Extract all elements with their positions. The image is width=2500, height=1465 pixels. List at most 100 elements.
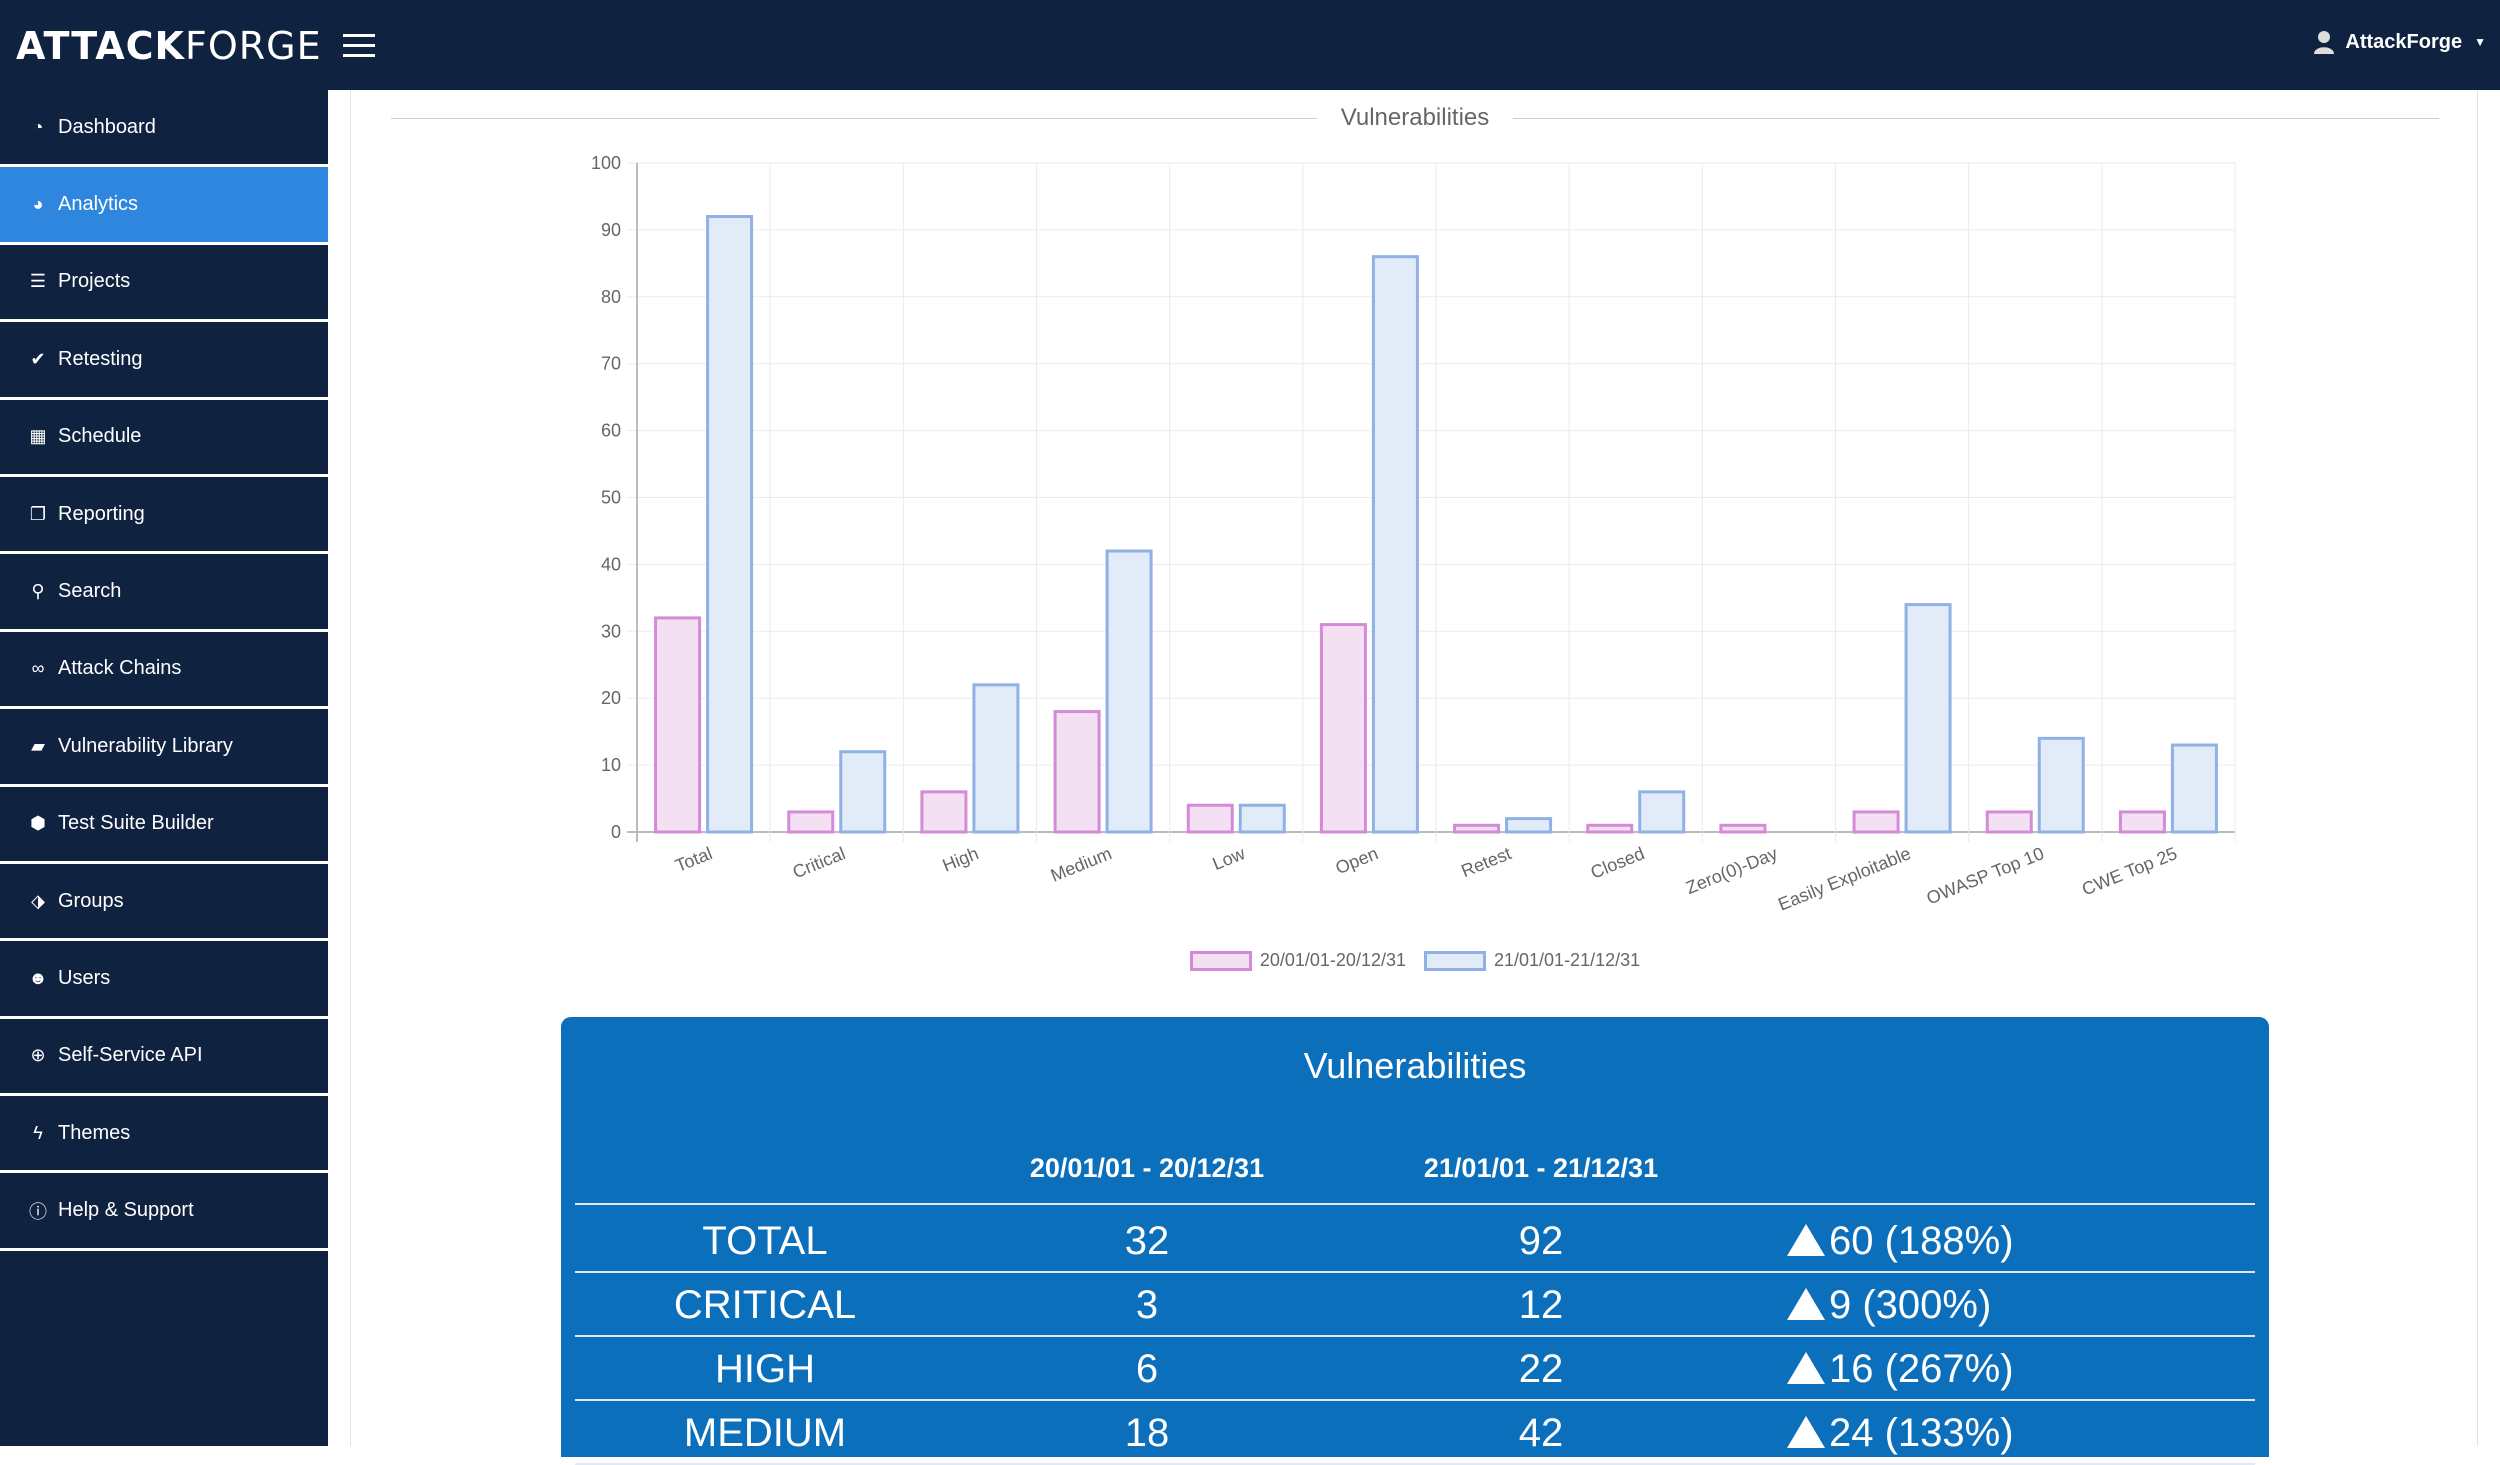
summary-row-prev-value: 18 xyxy=(1124,1411,1170,1455)
user-menu[interactable]: AttackForge ▼ xyxy=(2313,30,2486,54)
summary-row-rule xyxy=(575,1335,2255,1337)
sidebar-item-label: Help & Support xyxy=(58,1199,194,1222)
y-tick-label: 70 xyxy=(601,354,621,374)
bar-prev-closed[interactable] xyxy=(1586,823,1634,834)
bar-curr-cwe-top-25[interactable] xyxy=(2170,743,2218,834)
summary-row-delta: 24 (133%) xyxy=(1787,1411,2207,1456)
summary-row-delta: 16 (267%) xyxy=(1787,1347,2207,1392)
summary-panel: Vulnerabilities 20/01/01 - 20/12/31 21/0… xyxy=(561,1017,2269,1465)
summary-row-delta-value: 9 (300%) xyxy=(1829,1283,1992,1327)
x-tick-label: Open xyxy=(1333,843,1381,878)
sidebar-item-label: Retesting xyxy=(58,347,143,370)
sidebar-item-reporting[interactable]: ❐ Reporting xyxy=(0,477,328,555)
bar-prev-total[interactable] xyxy=(654,616,702,834)
summary-row-label: CRITICAL xyxy=(673,1283,857,1327)
sidebar-item-search[interactable]: ⚲ Search xyxy=(0,554,328,632)
bar-curr-low[interactable] xyxy=(1238,803,1286,834)
sidebar-item-label: Users xyxy=(58,966,111,989)
summary-row-curr-value: 92 xyxy=(1518,1219,1564,1263)
legend-item[interactable]: 20/01/01-20/12/31 xyxy=(1189,950,1406,971)
sidebar-item-label: Schedule xyxy=(58,425,142,448)
cube-icon: ⬢ xyxy=(30,813,46,834)
summary-title: Vulnerabilities xyxy=(1303,1045,1527,1086)
x-tick-label: High xyxy=(940,843,982,875)
search-icon: ⚲ xyxy=(31,581,45,602)
attackforge-logo[interactable]: ATTACKFORGE xyxy=(16,24,322,68)
summary-row-delta-value: 60 (188%) xyxy=(1829,1219,2014,1263)
bar-curr-retest[interactable] xyxy=(1505,817,1553,834)
summary-row-prev-value: 3 xyxy=(1135,1283,1159,1327)
summary-row-curr-value: 12 xyxy=(1518,1283,1564,1327)
dashboard-icon: ◔ xyxy=(32,116,44,137)
y-tick-label: 0 xyxy=(611,822,621,842)
summary-col-head-curr: 21/01/01 - 21/12/31 xyxy=(1423,1153,1659,1183)
sidebar-item-label: Dashboard xyxy=(58,115,156,138)
bar-curr-critical[interactable] xyxy=(839,750,887,834)
bar-prev-medium[interactable] xyxy=(1053,710,1101,834)
bar-prev-retest[interactable] xyxy=(1453,823,1501,834)
sidebar-item-attack-chains[interactable]: ∞ Attack Chains xyxy=(0,632,328,710)
summary-row-total: TOTAL 32 92 60 (188%) xyxy=(575,1211,2255,1273)
bar-curr-owasp-top-10[interactable] xyxy=(2037,736,2085,834)
legend-label: 21/01/01-21/12/31 xyxy=(1494,950,1641,970)
legend-swatch xyxy=(1424,950,1486,971)
legend-item[interactable]: 21/01/01-21/12/31 xyxy=(1424,950,1640,971)
increase-triangle-icon xyxy=(1787,1224,1825,1256)
bar-curr-closed[interactable] xyxy=(1638,790,1686,834)
summary-row-delta: 9 (300%) xyxy=(1787,1283,2207,1328)
chart-legend: 20/01/01-20/12/31 21/01/01-21/12/31 xyxy=(351,950,2479,971)
sidebar-item-projects[interactable]: ☰ Projects xyxy=(0,245,328,323)
bar-prev-easily-exploitable[interactable] xyxy=(1852,810,1900,834)
bar-curr-easily-exploitable[interactable] xyxy=(1904,603,1952,834)
hamburger-menu-icon[interactable] xyxy=(343,34,375,60)
bar-prev-high[interactable] xyxy=(920,790,968,834)
sidebar-item-label: Groups xyxy=(58,889,124,912)
y-tick-label: 10 xyxy=(601,755,621,775)
sidebar-item-vulnerability-library[interactable]: ▰ Vulnerability Library xyxy=(0,709,328,787)
sidebar-item-label: Vulnerability Library xyxy=(58,734,233,757)
sidebar-item-schedule[interactable]: ▦ Schedule xyxy=(0,400,328,477)
sidebar-item-test-suite-builder[interactable]: ⬢ Test Suite Builder xyxy=(0,787,328,864)
sidebar-item-groups[interactable]: ⬗ Groups xyxy=(0,864,328,942)
bar-curr-open[interactable] xyxy=(1371,255,1419,834)
sidebar-item-label: Test Suite Builder xyxy=(58,812,214,835)
sidebar-item-self-service-api[interactable]: ⊕ Self-Service API xyxy=(0,1019,328,1097)
bolt-icon: ϟ xyxy=(33,1122,43,1143)
pie-chart-icon: ◕ xyxy=(32,194,44,215)
top-bar: ATTACKFORGE AttackForge ▼ xyxy=(0,0,2500,90)
book-icon: ▰ xyxy=(31,735,45,756)
y-tick-label: 40 xyxy=(601,554,621,574)
bar-prev-cwe-top-25[interactable] xyxy=(2118,810,2166,834)
check-icon: ✔ xyxy=(30,348,46,369)
sidebar-item-analytics[interactable]: ◕ Analytics xyxy=(0,167,328,245)
sidebar-item-help-support[interactable]: ⓘ Help & Support xyxy=(0,1173,328,1251)
search-plus-icon: ⊕ xyxy=(30,1045,46,1066)
users-icon: ☻ xyxy=(28,967,48,988)
bar-prev-owasp-top-10[interactable] xyxy=(1985,810,2033,834)
bar-curr-medium[interactable] xyxy=(1105,549,1153,834)
sidebar-item-label: Projects xyxy=(58,270,131,293)
sidebar-item-label: Self-Service API xyxy=(58,1044,203,1067)
bar-curr-total[interactable] xyxy=(706,215,754,834)
sidebar-item-themes[interactable]: ϟ Themes xyxy=(0,1096,328,1174)
sidebar-item-retesting[interactable]: ✔ Retesting xyxy=(0,322,328,400)
x-tick-label: Closed xyxy=(1588,843,1647,883)
calendar-icon: ▦ xyxy=(29,426,47,447)
x-tick-label: Retest xyxy=(1458,843,1514,881)
bar-prev-zero-0-day[interactable] xyxy=(1719,823,1767,834)
user-name: AttackForge xyxy=(2345,30,2463,53)
summary-row-delta: 60 (188%) xyxy=(1787,1219,2207,1264)
bar-curr-high[interactable] xyxy=(972,683,1020,834)
summary-row-high: HIGH 6 22 16 (267%) xyxy=(575,1339,2255,1401)
summary-row-label: TOTAL xyxy=(702,1219,828,1263)
bar-prev-open[interactable] xyxy=(1319,623,1367,834)
y-tick-label: 50 xyxy=(601,488,621,508)
summary-row-curr-value: 42 xyxy=(1518,1411,1564,1455)
chevron-down-icon: ▼ xyxy=(2474,35,2486,49)
sidebar-item-label: Reporting xyxy=(58,502,145,525)
sidebar-item-users[interactable]: ☻ Users xyxy=(0,941,328,1019)
x-tick-label: Low xyxy=(1210,843,1249,874)
sidebar-item-dashboard[interactable]: ◔ Dashboard xyxy=(0,90,328,168)
bar-prev-low[interactable] xyxy=(1186,803,1234,834)
bar-prev-critical[interactable] xyxy=(787,810,835,834)
